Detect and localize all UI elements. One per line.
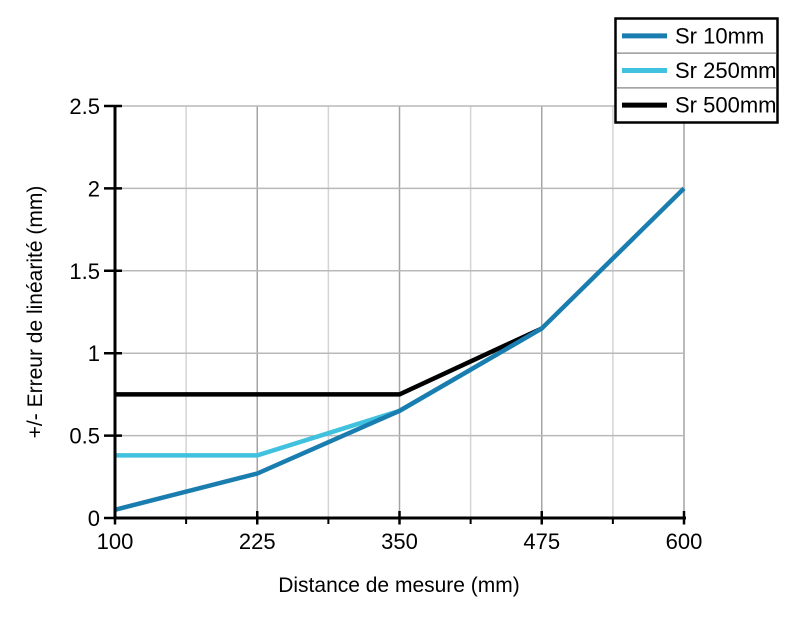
- x-tick-label: 225: [239, 529, 276, 554]
- series-line-sr-10mm: [114, 186, 686, 512]
- x-tick-label: 100: [97, 529, 134, 554]
- y-tick-label: 1.5: [69, 259, 100, 284]
- y-tick-label: 1: [88, 341, 100, 366]
- y-axis-title: +/- Erreur de linéarité (mm): [24, 186, 47, 439]
- y-tick-label: 0.5: [69, 424, 100, 449]
- y-tick-label: 0: [88, 506, 100, 531]
- axes-layer: [104, 104, 686, 525]
- series-layer: [114, 186, 686, 512]
- x-tick-label: 475: [523, 529, 560, 554]
- x-tick-label: 600: [666, 529, 703, 554]
- legend-label: Sr 500mm: [675, 93, 776, 118]
- tick-labels-layer: 0 0.5 1 1.5 2 2.5 100 225 350 475 600: [69, 94, 702, 554]
- grid-layer: [115, 105, 685, 518]
- y-tick-label: 2.5: [69, 94, 100, 119]
- x-tick-label: 350: [381, 529, 418, 554]
- legend: Sr 10mm Sr 250mm Sr 500mm: [614, 17, 779, 124]
- series-line-sr-500mm: [115, 326, 543, 397]
- legend-label: Sr 250mm: [675, 58, 776, 83]
- x-axis-title: Distance de mesure (mm): [278, 574, 520, 597]
- legend-label: Sr 10mm: [675, 23, 764, 48]
- y-tick-label: 2: [88, 176, 100, 201]
